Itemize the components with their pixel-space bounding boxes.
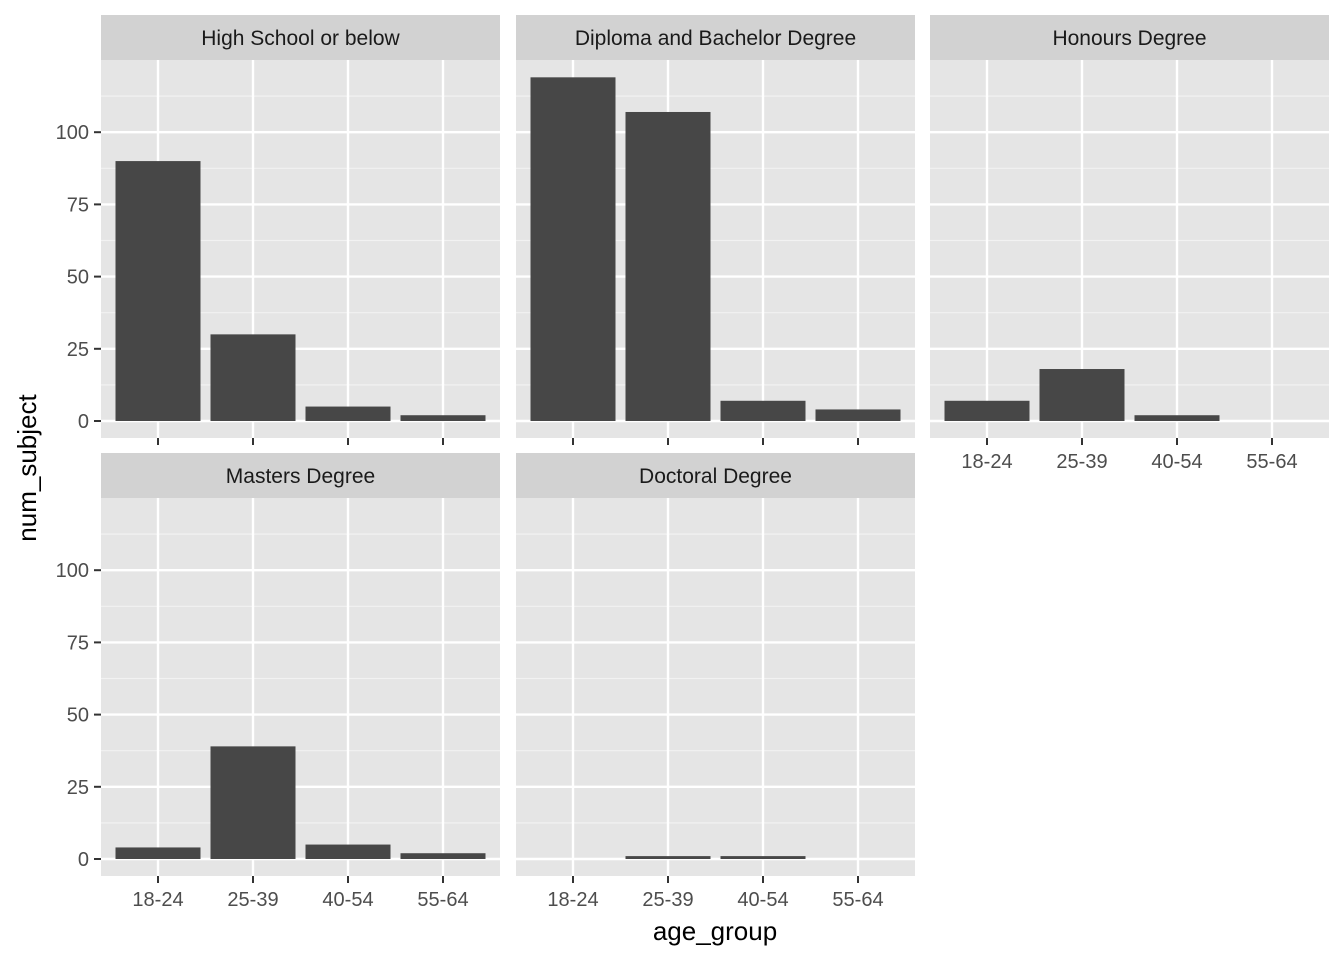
x-tick-label: 18-24	[132, 889, 183, 911]
bar	[530, 77, 616, 421]
facet-strip-label: High School or below	[201, 27, 400, 50]
facet-panel: High School or below	[101, 15, 500, 438]
facet-strip	[101, 453, 500, 498]
x-tick-label: 55-64	[417, 889, 468, 911]
y-tick-label: 0	[78, 849, 89, 871]
bar	[400, 415, 486, 421]
y-tick-label: 75	[67, 632, 89, 654]
facet-strip-label: Doctoral Degree	[639, 465, 792, 488]
bar	[625, 856, 711, 859]
x-tick-label: 55-64	[832, 889, 883, 911]
facet-panels: High School or below Diploma and Bachelor…	[101, 15, 1329, 876]
y-axes: 0 25 50 75 100 0 25 50 75 100	[56, 122, 101, 871]
y-tick-label: 0	[78, 411, 89, 433]
x-tick-label: 25-39	[227, 889, 278, 911]
facet-strip-label: Masters Degree	[226, 465, 375, 488]
facet-panel: Doctoral Degree	[516, 453, 915, 876]
bar	[115, 847, 201, 859]
facet-strip-label: Diploma and Bachelor Degree	[575, 27, 856, 50]
bar	[625, 111, 711, 421]
bar	[815, 409, 901, 421]
y-tick-label: 75	[67, 194, 89, 216]
x-tick-label: 18-24	[961, 451, 1012, 473]
bar	[210, 746, 296, 859]
panel-background	[516, 498, 915, 876]
bar	[1039, 369, 1125, 421]
facet-panel: Diploma and Bachelor Degree	[516, 15, 915, 438]
bar	[720, 856, 806, 859]
bar	[210, 334, 296, 421]
x-axis-title: age_group	[653, 916, 777, 946]
bar	[400, 853, 486, 859]
y-tick-label: 25	[67, 777, 89, 799]
x-tick-label: 25-39	[1056, 451, 1107, 473]
facet-strip	[516, 15, 915, 60]
bar	[305, 844, 391, 859]
facet-strip	[930, 15, 1329, 60]
x-tick-label: 55-64	[1246, 451, 1297, 473]
facet-strip	[101, 15, 500, 60]
y-tick-label: 25	[67, 339, 89, 361]
facet-strip	[516, 453, 915, 498]
x-tick-label: 40-54	[1151, 451, 1202, 473]
facet-panel: Honours Degree	[930, 15, 1329, 438]
bar	[944, 400, 1030, 421]
panel-background	[930, 60, 1329, 438]
x-axes: 18-24 25-39 40-54 55-64 18-24 25-39 40-54 55-64…	[132, 438, 1298, 911]
y-tick-label: 50	[67, 705, 89, 727]
y-tick-label: 100	[56, 560, 89, 582]
bar	[305, 406, 391, 421]
bar	[1134, 415, 1220, 421]
bar	[115, 161, 201, 421]
panel-background	[101, 498, 500, 876]
y-tick-label: 100	[56, 122, 89, 144]
facet-panel: Masters Degree	[101, 453, 500, 876]
x-tick-label: 40-54	[322, 889, 373, 911]
x-tick-label: 18-24	[547, 889, 598, 911]
y-tick-label: 50	[67, 267, 89, 289]
x-tick-label: 25-39	[642, 889, 693, 911]
bar	[720, 400, 806, 421]
y-axis-title: num_subject	[12, 394, 42, 542]
facet-strip-label: Honours Degree	[1052, 27, 1206, 50]
x-tick-label: 40-54	[737, 889, 788, 911]
